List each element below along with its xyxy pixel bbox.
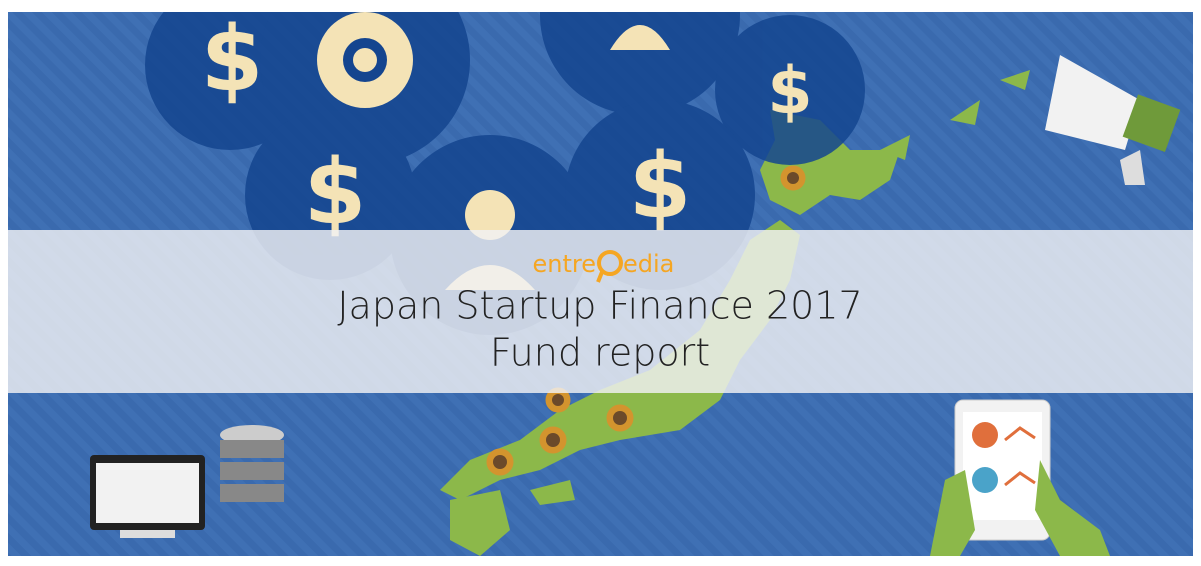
dollar-sign: $ — [767, 54, 812, 129]
database — [220, 425, 284, 502]
logo-left: entre — [533, 250, 597, 278]
monitor — [90, 455, 205, 538]
gear-center — [353, 48, 377, 72]
subtitle: Fund report — [490, 331, 710, 375]
dollar-sign: $ — [201, 7, 264, 112]
tablet — [930, 399, 1110, 556]
dollar-sign: $ — [629, 134, 692, 239]
map-pin-dots — [493, 172, 799, 469]
megaphone — [1045, 55, 1181, 185]
logo-icon — [596, 250, 623, 283]
title: Japan Startup Finance 2017 — [337, 284, 862, 328]
dollar-sign: $ — [304, 140, 367, 245]
logo-right: edia — [623, 250, 674, 278]
